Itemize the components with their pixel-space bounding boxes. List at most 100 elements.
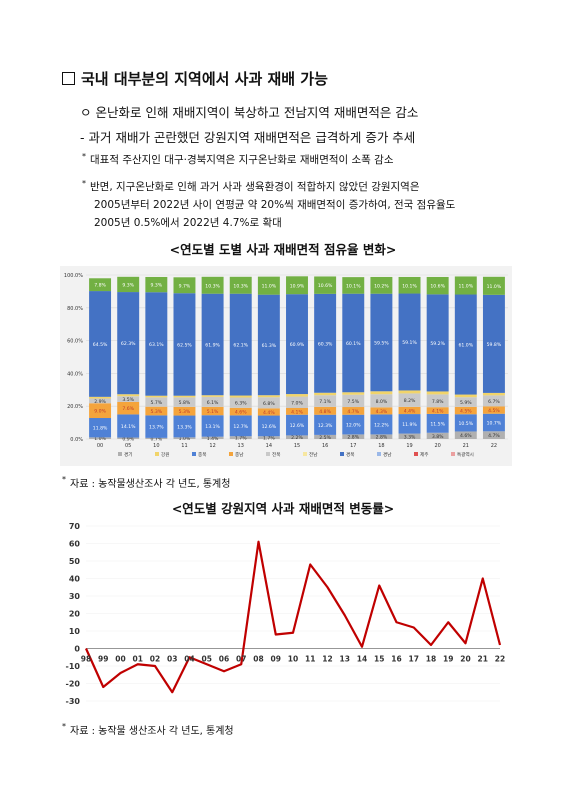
data-label: 13.3% <box>177 424 192 430</box>
data-label: 12.3% <box>318 423 333 429</box>
data-label: 7.5% <box>347 399 359 405</box>
bar-segment <box>201 436 224 439</box>
bar-segment <box>173 415 196 438</box>
bar-segment <box>286 394 308 397</box>
bar-segment <box>145 395 168 398</box>
data-label: 4.6% <box>460 433 472 439</box>
data-label: 6.7% <box>488 399 500 405</box>
note-text-cont: 2005년 0.5%에서 2022년 4.7%로 확대 <box>94 217 282 229</box>
checkbox-square-icon <box>62 72 75 85</box>
bar-segment <box>257 395 280 398</box>
data-label: 1.7% <box>235 436 247 442</box>
x-tick-label: 15 <box>374 655 384 664</box>
legend-label: 전북 <box>272 451 280 458</box>
x-tick-label: 11 <box>181 443 187 449</box>
bar-segment <box>229 397 252 408</box>
x-tick-label: 22 <box>491 443 497 449</box>
data-label: 11.0% <box>459 283 474 289</box>
data-label: 2.8% <box>376 435 388 441</box>
bar-segment <box>342 277 365 294</box>
y-tick-label: 60.0% <box>67 339 83 345</box>
data-label: 3.3% <box>404 434 416 440</box>
data-label: 4.5% <box>488 408 500 414</box>
bar-segment <box>117 396 140 402</box>
data-label: 63.1% <box>149 342 164 348</box>
data-label: 4.4% <box>404 408 416 414</box>
x-tick-label: 18 <box>378 443 384 449</box>
bar-segment <box>426 432 449 439</box>
data-label: 61.3% <box>262 343 277 349</box>
data-label: 12.6% <box>262 424 277 430</box>
bar-segment <box>89 291 112 397</box>
note-text-cont: 2005년부터 2022년 사이 연평균 약 20%씩 재배면적이 증가하여, … <box>94 199 456 211</box>
bar-segment <box>370 434 393 439</box>
bar-segment <box>454 394 477 398</box>
bar-segment <box>229 407 252 416</box>
data-label: 2.2% <box>291 435 303 441</box>
data-label: 11.8% <box>93 426 108 432</box>
data-label: 60.3% <box>318 341 333 347</box>
data-label: 62.1% <box>233 343 248 349</box>
y-tick-label: 50 <box>69 557 81 566</box>
legend-swatch <box>118 452 122 456</box>
x-tick-label: 07 <box>236 655 246 664</box>
bar-segment <box>89 418 112 438</box>
data-label: 13.1% <box>205 424 220 430</box>
bar-segment <box>257 397 280 409</box>
data-label: 4.7% <box>347 409 359 415</box>
bar-segment <box>454 406 477 415</box>
bar-segment <box>314 434 337 439</box>
data-label: 62.5% <box>177 342 192 348</box>
bar-segment <box>145 292 168 396</box>
bar-segment <box>426 391 449 395</box>
bar-segment <box>173 277 196 294</box>
bar-segment <box>482 294 505 393</box>
line-chart: -30 -20 -10 0 10 20 30 40 50 60 70 98 99 00 01 02 03 04 05… <box>66 522 506 706</box>
legend-label: 충남 <box>235 451 244 458</box>
data-label: 60.9% <box>290 342 305 348</box>
bar-segment <box>201 276 224 294</box>
legend-swatch <box>414 452 418 456</box>
legend-swatch <box>229 452 233 456</box>
bar-segment <box>286 414 308 436</box>
bar-segment <box>426 407 449 414</box>
bar-segment <box>257 415 280 437</box>
source-note: * 자료 : 농작물 생산조사 각 년도, 통계청 <box>62 722 234 737</box>
data-label: 64.5% <box>93 342 108 348</box>
data-label: 5.8% <box>179 400 191 406</box>
data-label: 14.1% <box>121 424 136 430</box>
x-tick-label: 08 <box>253 655 263 664</box>
x-tick-label: 09 <box>271 655 281 664</box>
y-tick-label: 80.0% <box>67 306 83 312</box>
bar-segment <box>314 276 337 294</box>
data-label: 60.1% <box>346 341 361 347</box>
data-label: 2.8% <box>347 435 359 441</box>
bar-segment <box>314 395 337 407</box>
legend-label: 경기 <box>124 451 132 458</box>
x-tick-label: 06 <box>219 655 229 664</box>
data-label: 4.3% <box>376 409 388 415</box>
x-tick-label: 00 <box>97 443 103 449</box>
x-tick-label: 12 <box>322 655 332 664</box>
data-label: 7.0% <box>291 400 303 406</box>
bar-segment <box>426 413 449 433</box>
bar-segment <box>229 293 252 396</box>
data-label: 7.1% <box>319 399 331 405</box>
section-heading: 국내 대부분의 지역에서 사과 재배 가능 <box>62 68 328 89</box>
data-label: 10.5% <box>459 421 474 427</box>
data-label: 4.1% <box>291 409 303 415</box>
bar-segment <box>342 394 365 408</box>
data-label: 7.6% <box>122 406 134 412</box>
bar-segment <box>454 397 477 407</box>
bar-segment <box>89 398 112 404</box>
data-label: 10.6% <box>430 284 445 290</box>
legend-swatch <box>155 452 159 456</box>
y-tick-label: 40.0% <box>67 371 83 377</box>
data-label: 1.0% <box>94 436 106 442</box>
data-label: 9.0% <box>94 409 106 415</box>
bar-segment <box>342 392 365 395</box>
bar-segment <box>370 407 393 415</box>
bar-segment <box>482 392 505 396</box>
data-label: 1.7% <box>263 436 275 442</box>
x-tick-label: 18 <box>426 655 436 664</box>
